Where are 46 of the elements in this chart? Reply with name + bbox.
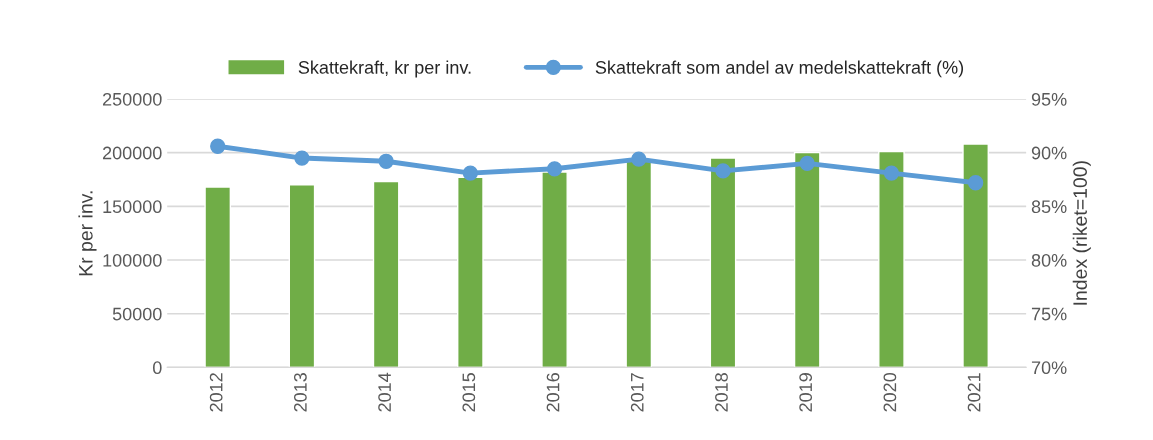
y-tick-label: 50000	[112, 307, 162, 321]
x-tick-label: 2013	[293, 373, 307, 412]
bar	[457, 176, 484, 368]
point	[631, 151, 647, 167]
point	[883, 165, 900, 181]
x-tick-label: 2018	[715, 373, 728, 412]
y2-tick-label: 80%	[1031, 253, 1067, 267]
y2-tick-label: 95%	[1031, 92, 1067, 106]
x-tick-label: 2014	[378, 372, 391, 412]
bar	[288, 184, 316, 368]
point	[968, 175, 984, 191]
point	[210, 138, 226, 154]
x-tick-label: 2021	[967, 373, 981, 412]
bar	[625, 159, 653, 368]
point	[462, 165, 478, 181]
bar	[793, 151, 821, 368]
y-tick-label: 250000	[102, 92, 162, 106]
x-tick-label: 2012	[209, 373, 223, 412]
y2-tick-label: 90%	[1031, 146, 1067, 160]
x-tick-label: 2017	[630, 373, 644, 412]
legend-label: Skattekraft som andel av medelskattekraft (%)	[595, 60, 964, 78]
bar	[541, 171, 568, 368]
y-axis-title: Kr per inv.	[78, 191, 97, 276]
point	[546, 161, 563, 177]
bar	[962, 143, 989, 368]
legend-label: Skattekraft, kr per inv.	[298, 60, 471, 78]
bar	[372, 180, 400, 368]
x-tick-label: 2015	[462, 373, 476, 412]
y2-tick-label: 85%	[1031, 200, 1067, 214]
point	[799, 155, 815, 172]
y2-axis-title: Index (riket=100)	[1072, 161, 1091, 305]
x-tick-label: 2020	[883, 372, 897, 412]
bar	[204, 186, 232, 368]
bar	[878, 150, 905, 368]
point	[378, 153, 394, 169]
y2-tick-label: 70%	[1031, 361, 1067, 375]
y-tick-label: 100000	[103, 253, 162, 267]
point	[715, 163, 731, 179]
y-tick-label: 200000	[102, 146, 162, 160]
point	[294, 150, 310, 166]
x-tick-label: 2019	[799, 373, 813, 412]
bar	[709, 157, 737, 368]
y-tick-label: 0	[152, 361, 162, 375]
x-tick-label: 2016	[546, 373, 560, 412]
y2-tick-label: 75%	[1031, 307, 1067, 321]
y-tick-label: 150000	[103, 200, 162, 214]
